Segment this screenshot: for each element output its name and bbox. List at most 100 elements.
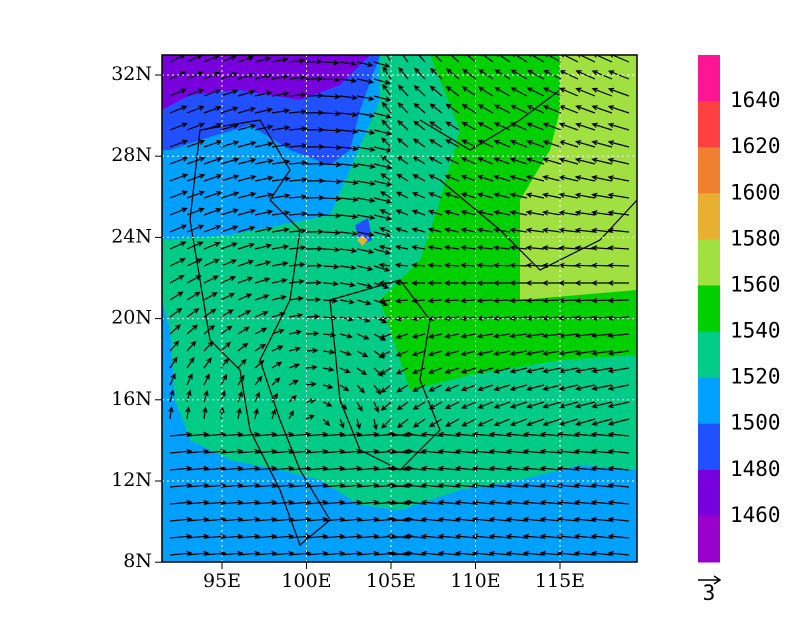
wind-arrow xyxy=(539,431,562,438)
wind-arrow xyxy=(525,157,545,165)
wind-arrow xyxy=(237,310,252,318)
wind-arrow xyxy=(339,384,350,392)
wind-arrow xyxy=(220,123,240,131)
wind-arrow xyxy=(169,307,183,318)
wind-arrow xyxy=(186,156,206,165)
wind-arrow xyxy=(378,226,392,233)
wind-arrow xyxy=(574,297,596,304)
wind-arrow xyxy=(271,227,290,233)
wind-arrow xyxy=(522,550,545,557)
wind-arrow xyxy=(526,418,545,427)
wind-arrow xyxy=(505,431,528,438)
wind-arrow xyxy=(477,104,494,114)
wind-arrow xyxy=(288,228,307,234)
wind-arrow xyxy=(525,315,545,321)
wind-arrow xyxy=(539,465,562,472)
wind-arrow xyxy=(591,87,613,97)
wind-arrow xyxy=(254,175,274,182)
wind-arrow xyxy=(590,245,613,251)
wind-arrow xyxy=(476,280,494,286)
wind-arrow xyxy=(591,227,613,234)
wind-arrow xyxy=(237,358,247,369)
wind-arrow xyxy=(220,89,239,97)
wind-arrow xyxy=(444,350,460,357)
wind-arrow xyxy=(237,140,257,148)
wind-arrow xyxy=(454,482,477,489)
wind-arrow xyxy=(574,175,596,182)
wind-arrow xyxy=(558,192,579,199)
wind-arrow xyxy=(254,73,273,80)
wind-arrow xyxy=(237,174,257,182)
wind-arrow xyxy=(397,84,409,97)
wind-arrow xyxy=(526,69,545,80)
wind-arrow xyxy=(492,280,511,286)
wind-arrow xyxy=(525,297,545,304)
wind-arrow xyxy=(574,332,596,339)
wind-arrow xyxy=(509,210,528,216)
wind-arrow xyxy=(444,209,460,216)
wind-arrow xyxy=(378,280,392,286)
wind-arrow xyxy=(539,550,562,557)
wind-arrow xyxy=(476,367,494,374)
wind-arrow xyxy=(271,91,290,97)
wind-arrow xyxy=(427,280,443,286)
wind-arrow xyxy=(381,119,392,131)
wind-arrow xyxy=(460,192,477,199)
wind-arrow xyxy=(476,227,494,233)
wind-arrow xyxy=(559,87,579,97)
wind-arrow xyxy=(339,281,356,288)
wind-arrow xyxy=(574,157,596,165)
wind-arrow xyxy=(186,340,197,352)
wind-arrow xyxy=(237,374,245,386)
wind-arrow xyxy=(454,516,477,523)
wind-arrow xyxy=(237,390,243,403)
wind-arrow xyxy=(237,276,254,284)
wind-arrow xyxy=(428,418,443,428)
wind-arrow xyxy=(380,155,392,165)
wind-arrow xyxy=(591,122,613,131)
wind-arrow xyxy=(492,333,511,339)
wind-arrow xyxy=(461,121,477,131)
wind-arrow xyxy=(380,173,392,182)
wind-arrow xyxy=(443,297,460,304)
wind-arrow xyxy=(236,407,242,420)
wind-arrow xyxy=(574,315,596,321)
wind-arrow xyxy=(305,262,323,269)
wind-arrow xyxy=(380,401,392,411)
wind-arrow xyxy=(169,291,184,301)
wind-arrow xyxy=(607,350,630,356)
lat-label: 32N xyxy=(111,63,152,85)
wind-arrow xyxy=(356,95,375,102)
wind-arrow xyxy=(202,406,208,420)
wind-arrow xyxy=(254,375,263,386)
wind-arrow xyxy=(339,196,359,203)
wind-arrow xyxy=(460,350,477,357)
wind-arrow xyxy=(373,95,392,102)
wind-arrow xyxy=(186,356,195,369)
wind-arrow xyxy=(237,106,256,114)
wind-arrow xyxy=(379,209,392,216)
wind-arrow xyxy=(395,367,409,375)
wind-arrow xyxy=(476,333,494,339)
wind-arrow xyxy=(492,297,511,304)
wind-arrow xyxy=(203,88,222,97)
wind-arrow xyxy=(460,227,477,233)
wind-arrow xyxy=(203,173,223,182)
wind-arrow xyxy=(590,482,613,489)
wind-arrow xyxy=(322,229,342,236)
wind-arrow xyxy=(322,59,340,66)
wind-arrow xyxy=(383,55,392,63)
wind-arrow xyxy=(542,140,562,148)
wind-arrow xyxy=(254,311,269,318)
wind-arrow xyxy=(556,465,579,472)
wind-arrow xyxy=(556,533,579,540)
wind-arrow xyxy=(574,350,596,356)
wind-arrow xyxy=(339,213,359,220)
wind-arrow xyxy=(542,122,562,131)
wind-arrow xyxy=(445,68,460,80)
wind-arrow xyxy=(397,120,409,131)
wind-arrow xyxy=(509,418,528,427)
wind-arrow xyxy=(437,431,460,438)
wind-arrow xyxy=(356,299,372,306)
wind-arrow xyxy=(607,533,630,540)
